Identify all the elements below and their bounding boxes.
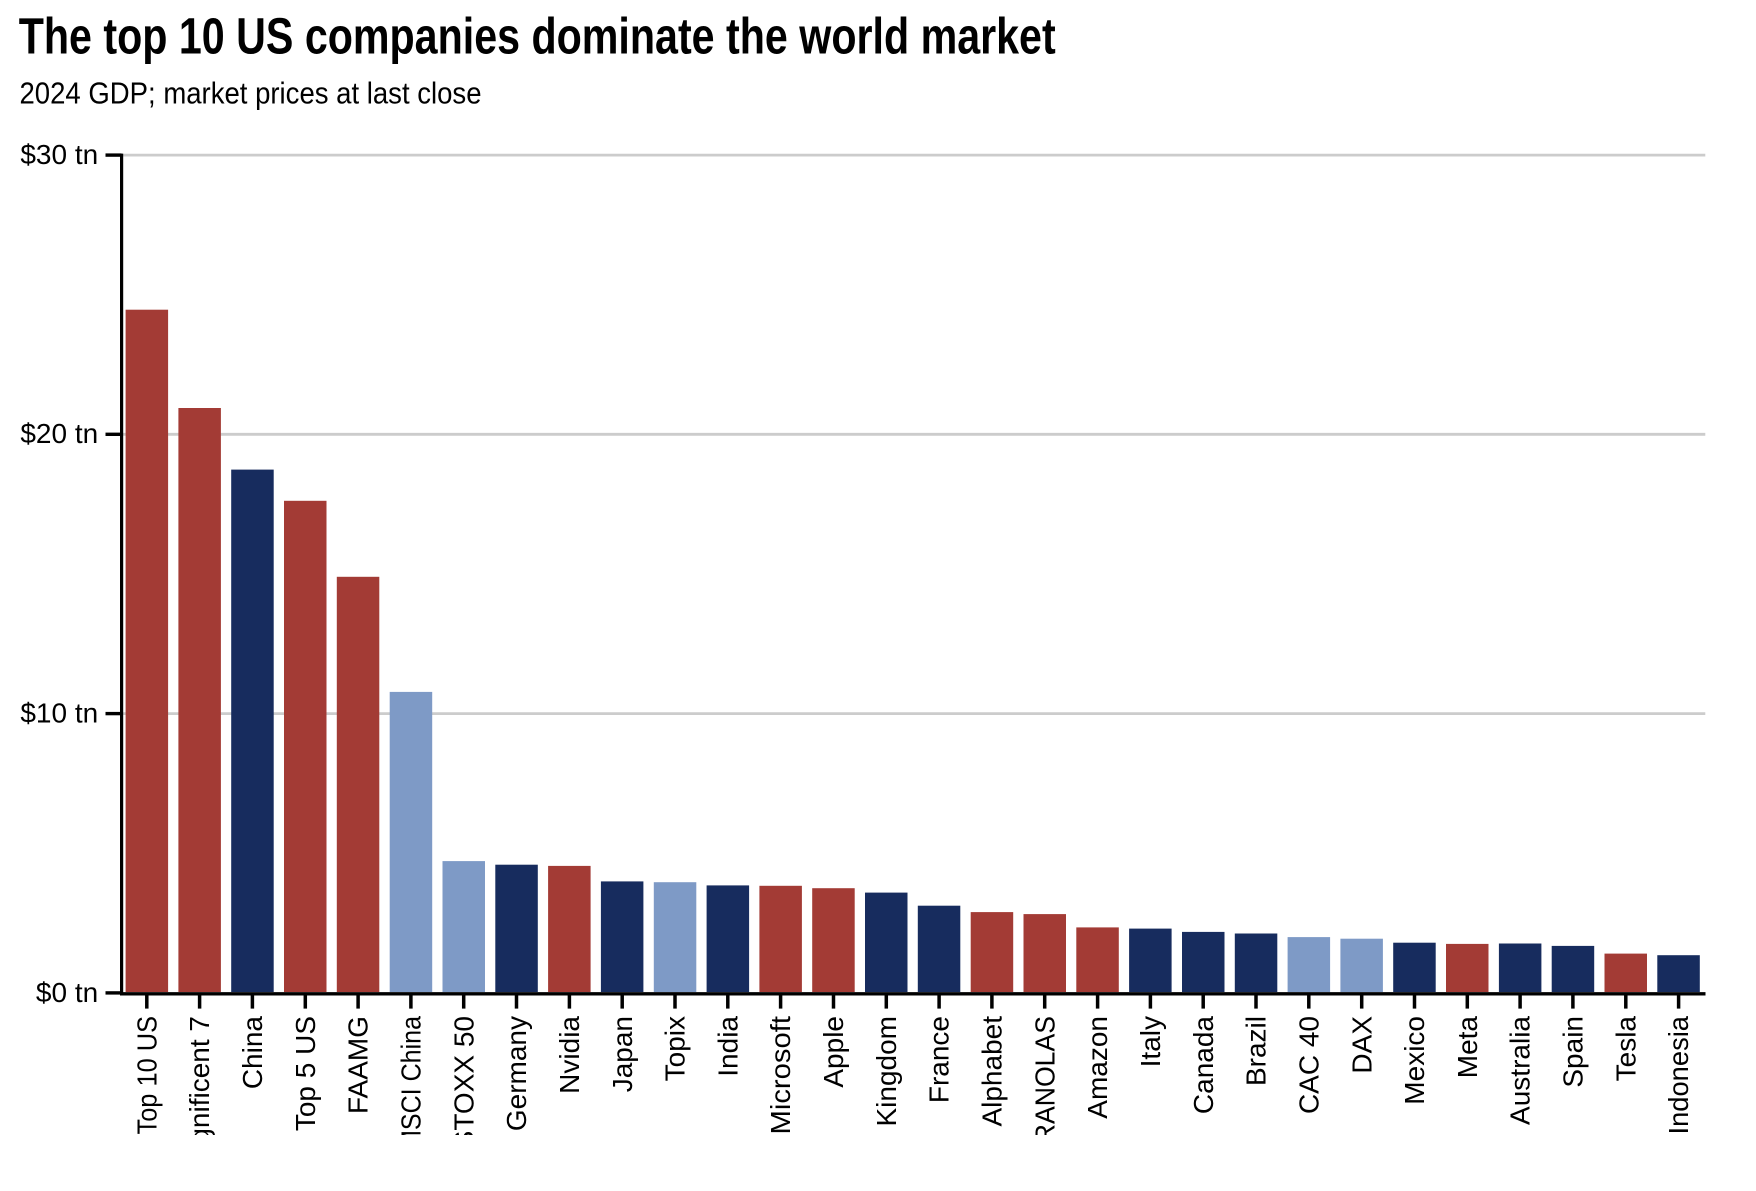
svg-text:Germany: Germany [501, 1016, 532, 1131]
svg-text:Amazon: Amazon [1082, 1016, 1113, 1119]
svg-text:$0 tn: $0 tn [36, 977, 98, 1008]
svg-text:Top 5 US: Top 5 US [290, 1016, 321, 1131]
svg-text:China: China [237, 1016, 268, 1090]
svg-text:FAAMG: FAAMG [343, 1016, 374, 1114]
svg-text:GRANOLAS: GRANOLAS [1029, 1016, 1060, 1164]
svg-text:MSCI China: MSCI China [396, 1016, 427, 1151]
svg-text:Spain: Spain [1558, 1016, 1589, 1088]
svg-text:Mexico: Mexico [1399, 1016, 1430, 1105]
svg-text:Meta: Meta [1452, 1016, 1483, 1079]
svg-text:France: France [924, 1016, 955, 1103]
svg-text:Canada: Canada [1188, 1016, 1219, 1115]
svg-text:CAC 40: CAC 40 [1293, 1016, 1324, 1114]
svg-text:Nvidia: Nvidia [554, 1016, 585, 1094]
svg-text:Alphabet: Alphabet [977, 1016, 1008, 1127]
svg-text:Tesla: Tesla [1610, 1016, 1641, 1082]
svg-text:The top 10 US companies domina: The top 10 US companies dominate the wor… [19, 8, 1056, 65]
svg-text:Brazil: Brazil [1241, 1016, 1272, 1086]
svg-text:Japan: Japan [607, 1016, 638, 1092]
svg-text:Apple: Apple [818, 1016, 849, 1088]
svg-text:Top 10 US: Top 10 US [131, 1016, 162, 1135]
svg-text:Topix: Topix [660, 1016, 691, 1081]
svg-text:$20 tn: $20 tn [20, 418, 98, 449]
svg-text:2024 GDP; market prices at las: 2024 GDP; market prices at last close [20, 76, 482, 111]
svg-text:Italy: Italy [1135, 1016, 1166, 1067]
svg-text:Euro STOXX 50: Euro STOXX 50 [448, 1016, 479, 1186]
svg-text:Australia: Australia [1505, 1016, 1536, 1125]
svg-text:Magnificent 7: Magnificent 7 [184, 1016, 215, 1183]
svg-text:$10 tn: $10 tn [20, 698, 98, 729]
svg-text:India: India [712, 1016, 743, 1077]
svg-text:DAX: DAX [1346, 1016, 1377, 1074]
svg-text:Indonesia: Indonesia [1663, 1016, 1694, 1135]
svg-text:Microsoft: Microsoft [765, 1016, 796, 1135]
svg-text:$30 tn: $30 tn [20, 139, 98, 170]
svg-text:United Kingdom: United Kingdom [871, 1016, 902, 1186]
